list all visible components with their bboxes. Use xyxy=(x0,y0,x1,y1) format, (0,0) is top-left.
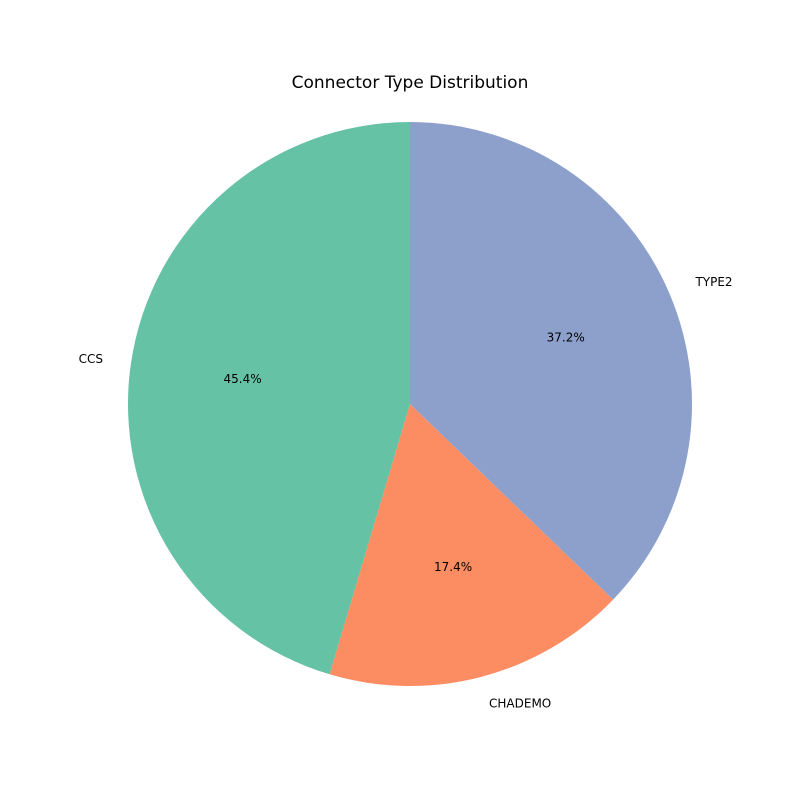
slice-label-type2: TYPE2 xyxy=(694,275,732,289)
pct-label-chademo: 17.4% xyxy=(434,560,472,574)
pie-slice-ccs xyxy=(127,122,410,675)
slice-label-ccs: CCS xyxy=(79,352,103,366)
pie-slices xyxy=(127,122,693,686)
pct-label-ccs: 45.4% xyxy=(224,372,262,386)
slice-label-chademo: CHADEMO xyxy=(489,696,551,710)
chart-title: Connector Type Distribution xyxy=(292,73,529,93)
pie-slice-type2 xyxy=(410,122,693,600)
pct-label-type2: 37.2% xyxy=(547,330,585,344)
pie-slice-chademo xyxy=(329,404,614,686)
pie-labels: CCS 45.4% CHADEMO 17.4% TYPE2 37.2% xyxy=(79,275,733,710)
